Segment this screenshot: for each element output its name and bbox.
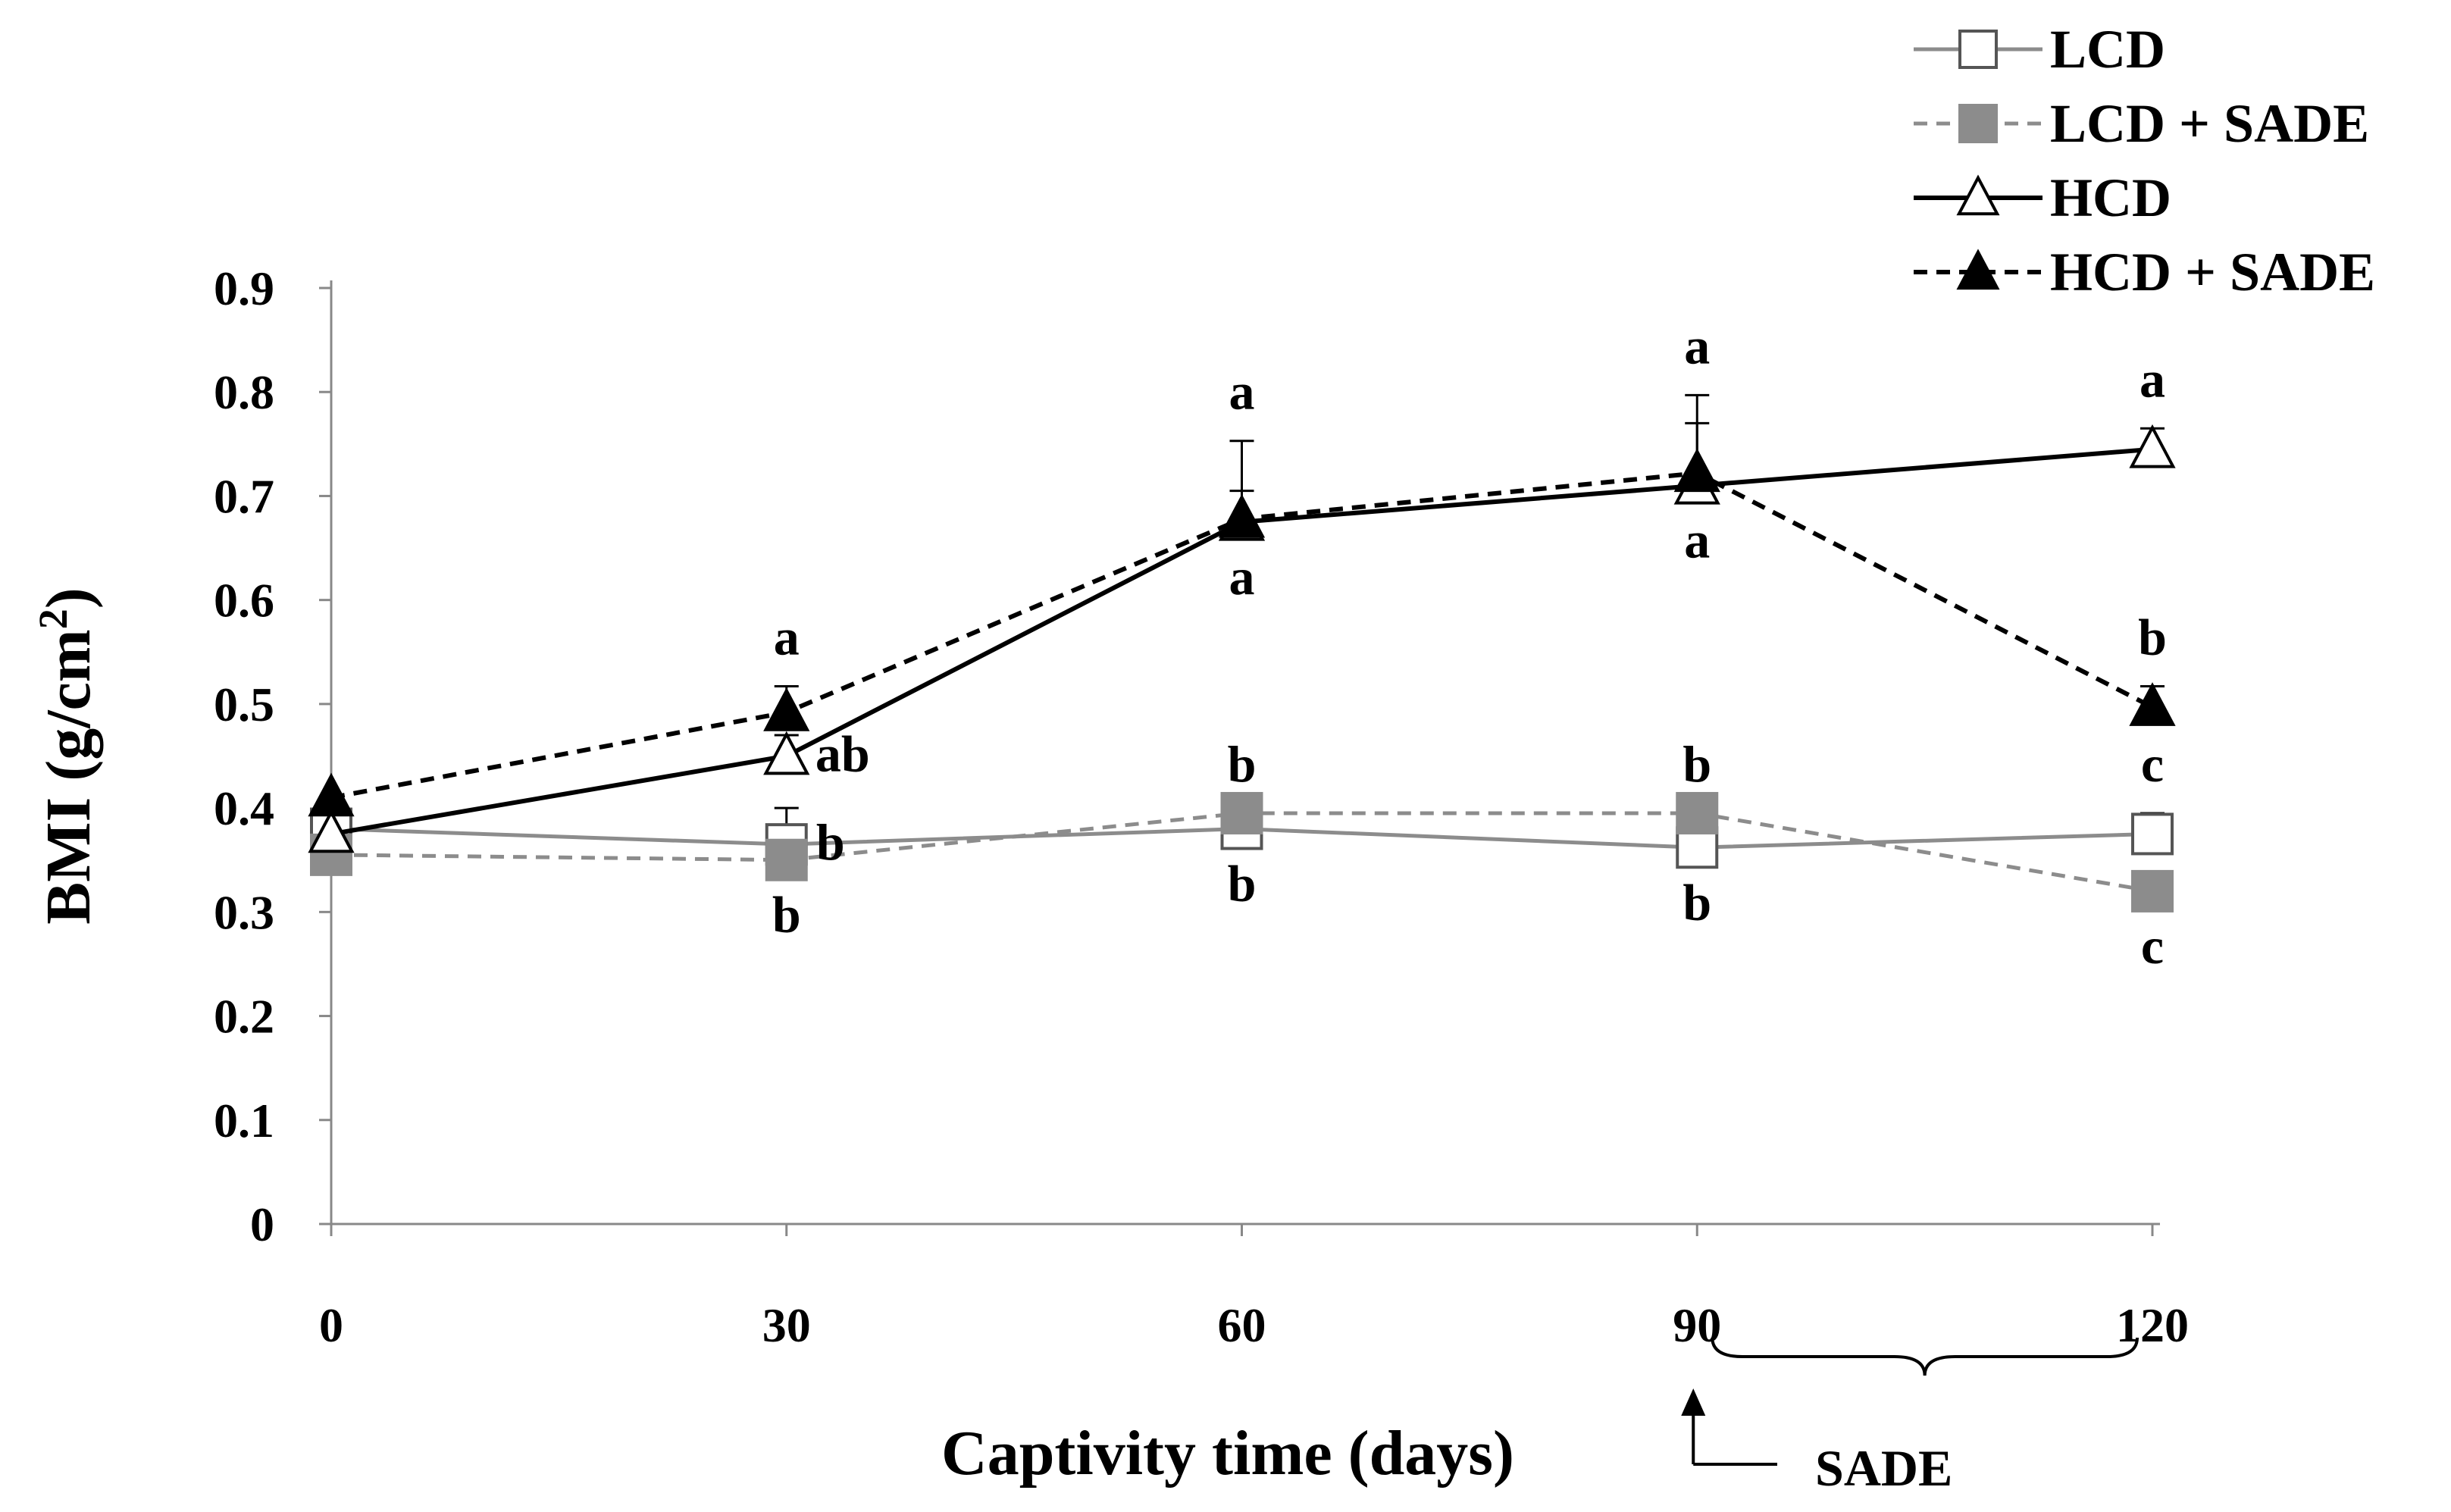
legend-item: LCD + SADE [1914,93,2369,154]
x-tick-label: 0 [319,1298,343,1352]
legend-swatch-marker [1958,30,1998,69]
legend-label: LCD + SADE [2050,93,2369,154]
significance-letter: a [1684,317,1710,374]
y-tick-label: 0.8 [214,365,274,419]
significance-letter: b [1683,873,1711,931]
y-tick-label: 0.1 [214,1094,274,1147]
axes: 00.10.20.30.40.50.60.70.80.90 30 60 90 120Ca… [30,261,2189,1489]
data-point [2129,682,2176,726]
significance-letter: b [816,813,845,871]
x-tick-label: 120 [2116,1298,2189,1352]
legend-label: HCD + SADE [2050,242,2375,302]
data-point [308,809,355,853]
sade-brace [1711,1337,2139,1376]
sade-annotation: SADE [1681,1337,2139,1497]
y-tick-label: 0.3 [214,885,274,939]
data-point [1218,493,1266,538]
y-tick-label: 0.2 [214,990,274,1044]
significance-letter: b [1228,735,1257,793]
significance-letter: b [772,886,801,944]
legend-swatch-marker [1958,104,1998,143]
legend-item: LCD [1914,19,2165,80]
significance-letter: a [1229,363,1255,421]
significance-letter: b [2138,609,2167,666]
data-point [2131,812,2174,856]
significance-letter: a [1229,548,1255,606]
x-tick-label: 60 [1218,1298,1266,1352]
y-axis-label-close: ) [33,587,104,609]
significance-letter: c [2141,917,2164,975]
legend-swatch-marker [1956,174,2000,216]
significance-letter: a [1684,512,1710,569]
legend-item: HCD [1914,167,2171,228]
y-tick-label: 0.7 [214,469,274,523]
y-axis-label-main: BMI (g/cm [33,629,104,925]
data-point [1673,448,1720,493]
y-tick-label: 0 [250,1197,274,1251]
legend-item: HCD + SADE [1914,242,2375,302]
data-point [765,838,808,881]
series-layer [308,393,2176,913]
data-point [1220,791,1263,834]
data-point [2131,869,2174,913]
y-tick-label: 0.9 [214,261,274,315]
significance-letter: c [2141,735,2164,793]
significance-letter: b [1683,735,1711,793]
x-tick-label: 30 [762,1298,811,1352]
sade-annotation-label: SADE [1815,1439,1952,1497]
significance-letter: a [2140,350,2165,408]
sade-arrow-head [1681,1388,1706,1416]
legend: LCD LCD + SADE HCD HCD + SADE [1914,19,2375,302]
significance-letter: a [774,609,800,666]
data-point [1676,791,1719,834]
y-tick-label: 0.5 [214,678,274,731]
legend-swatch-marker [1956,249,2000,290]
y-axis-label-sup: 2 [30,609,76,629]
data-point [2129,424,2176,468]
data-point [763,687,810,731]
significance-letter: ab [815,725,870,783]
significance-letter: b [1228,855,1257,913]
x-axis-label: Captivity time (days) [941,1418,1514,1489]
legend-label: LCD [2050,19,2165,80]
y-tick-label: 0.6 [214,574,274,628]
data-point [308,772,355,817]
y-axis-label: BMI (g/cm2) [30,587,104,925]
y-tick-label: 0.4 [214,781,274,835]
series-hcd-sade [308,393,2176,817]
legend-label: HCD [2050,167,2171,228]
data-point [763,731,810,775]
